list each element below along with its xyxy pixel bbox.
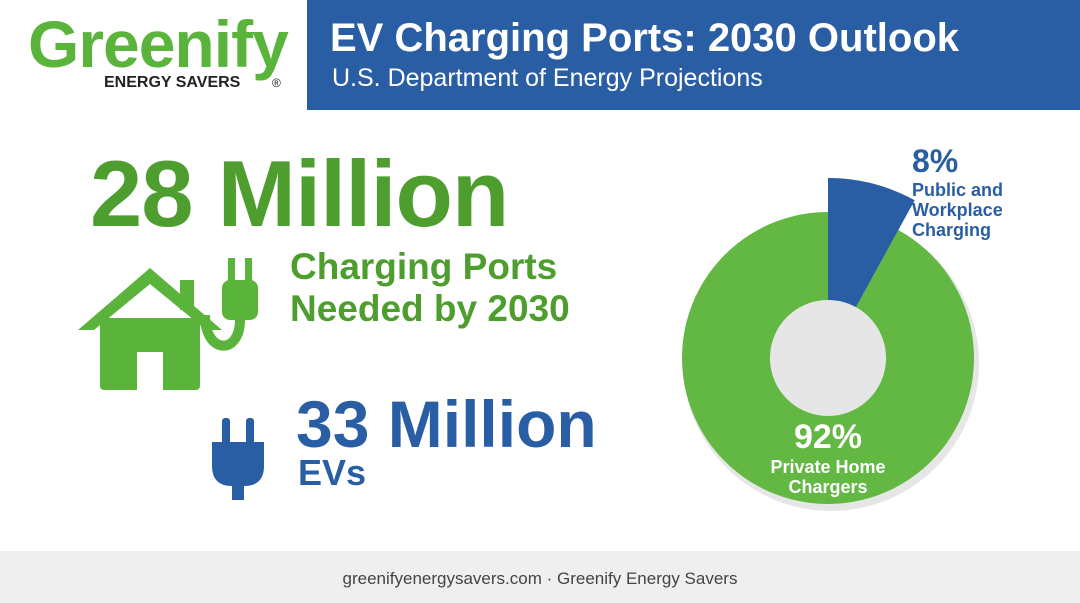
ev-stat: 33 Million <box>296 387 597 461</box>
value-label: 92% <box>793 418 863 456</box>
donut-slice <box>681 212 974 504</box>
slice-label: 92% Private Home Chargers <box>748 418 908 497</box>
footer-text: greenifyenergysavers.com · Greenify Ener… <box>342 569 738 588</box>
logo-tagline: ENERGY SAVERS <box>104 74 241 91</box>
slice-label: 8% Public and Workplace Charging <box>912 143 1062 240</box>
footer-band <box>0 551 1080 603</box>
ev-label: EVs <box>298 452 367 493</box>
ports-label: Charging Ports Needed by 2030 <box>290 246 570 329</box>
donut-slice <box>828 178 915 308</box>
plug-icon <box>212 418 264 500</box>
category-label: Public and Workplace Charging <box>912 180 1004 240</box>
subtitle: U.S. Department of Energy Projections <box>332 64 763 92</box>
title: EV Charging Ports: 2030 Outlook <box>330 16 960 60</box>
house-icon <box>78 258 258 390</box>
category-label: Private Home Chargers <box>770 457 886 497</box>
logo-mark: ® <box>272 76 281 90</box>
header-band <box>307 0 1080 110</box>
ports-stat: 28 Million <box>90 141 509 246</box>
value-label: 8% <box>912 143 959 179</box>
logo-name: Greenify <box>28 7 289 81</box>
